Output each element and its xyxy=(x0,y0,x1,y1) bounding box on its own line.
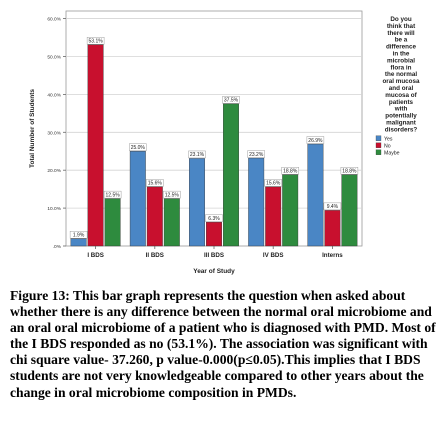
data-label: 12.5% xyxy=(106,192,121,198)
x-tick-label: II BDS xyxy=(146,252,164,259)
bar xyxy=(282,174,299,247)
y-tick-label: 50.0% xyxy=(47,54,61,60)
bar xyxy=(324,210,341,247)
data-label: 25.0% xyxy=(131,145,146,151)
y-axis-label: Total Number of Students xyxy=(29,89,36,168)
bar xyxy=(341,174,358,247)
bar xyxy=(87,44,104,247)
legend-title-line: and oral xyxy=(389,85,414,92)
legend-title-line: in the xyxy=(393,51,410,58)
legend-title-line: the normal xyxy=(385,71,417,78)
legend-title-line: be a xyxy=(395,37,408,44)
legend-title-line: mucosa of xyxy=(385,92,417,99)
data-label-box xyxy=(340,167,359,175)
legend-title-line: oral mucosa xyxy=(382,78,420,85)
data-label-box xyxy=(146,179,164,187)
data-label-box xyxy=(188,150,206,159)
x-axis-ticks: I BDS II BDS III BDS IV BDS Interns xyxy=(87,246,343,259)
data-label: 12.5% xyxy=(165,192,180,198)
bar xyxy=(307,143,324,247)
data-label: 1.9% xyxy=(73,233,85,239)
data-label-box xyxy=(205,214,223,222)
bar xyxy=(189,158,205,247)
bar xyxy=(129,151,146,247)
data-label: 37.5% xyxy=(224,98,239,104)
bar xyxy=(146,186,163,247)
figure-caption: Figure 13: This bar graph represents the… xyxy=(10,288,440,401)
legend: Do you think that there will be a difference… xyxy=(375,16,420,156)
data-label-box xyxy=(306,136,325,144)
data-label: 6.3% xyxy=(208,216,220,222)
bar xyxy=(70,238,87,247)
y-tick-label: 40.0% xyxy=(47,92,61,98)
x-tick-label: I BDS xyxy=(87,252,104,259)
y-tick-label: 20.0% xyxy=(47,168,61,174)
data-label-box xyxy=(222,96,240,104)
y-tick-label: 60.0% xyxy=(47,17,61,23)
x-tick-label: IV BDS xyxy=(263,252,284,259)
data-label: 15.6% xyxy=(266,181,281,187)
bar xyxy=(206,221,222,247)
data-label-box xyxy=(247,150,265,158)
data-label: 53.1% xyxy=(89,39,104,45)
data-label-box xyxy=(86,37,105,45)
legend-title-line: malignant xyxy=(386,120,417,127)
legend-swatch xyxy=(375,135,382,141)
data-label: 9.4% xyxy=(327,204,339,210)
legend-title-line: Do you xyxy=(390,16,411,23)
legend-title-line: potentially xyxy=(385,113,417,120)
bar-chart: .0% 10.0% 20.0% 30.0% 40.0% 50.0% 60.0% 1.9% 53… xyxy=(29,10,420,275)
legend-label: Maybe xyxy=(384,150,400,156)
data-label-box xyxy=(323,202,342,211)
y-tick-label: 10.0% xyxy=(47,206,61,212)
data-label-box xyxy=(129,143,147,151)
bar xyxy=(104,198,121,247)
legend-title-line: with xyxy=(394,106,408,113)
data-label: 26.9% xyxy=(308,138,323,144)
legend-title-line: there will xyxy=(387,30,415,37)
data-label: 23.1% xyxy=(190,152,205,158)
legend-swatch xyxy=(375,142,382,148)
y-tick-label: .0% xyxy=(53,244,62,250)
legend-swatch xyxy=(375,149,382,155)
data-label-box xyxy=(264,179,282,187)
legend-title-line: think that xyxy=(387,23,416,30)
x-tick-label: Interns xyxy=(322,252,343,259)
caption-text: This bar graph represents the question w… xyxy=(10,288,436,400)
data-label: 18.8% xyxy=(342,169,357,175)
legend-title-line: patients xyxy=(389,99,414,106)
bar xyxy=(248,157,265,247)
data-label-box xyxy=(163,190,181,199)
y-tick-label: 30.0% xyxy=(47,130,61,136)
data-label-box xyxy=(281,167,299,175)
data-label-box xyxy=(69,231,88,239)
bar-series: 1.9%53.1%12.5%25.0%15.6%12.5%23.1%6.3%37… xyxy=(69,37,359,247)
data-label: 18.8% xyxy=(283,169,298,175)
x-axis-label: Year of Study xyxy=(193,268,235,275)
data-label: 23.2% xyxy=(249,152,264,158)
legend-title-line: flora in xyxy=(391,64,412,71)
caption-label: Figure 13: xyxy=(10,288,70,303)
bar xyxy=(265,186,282,247)
x-tick-label: III BDS xyxy=(204,252,224,259)
y-axis-ticks: .0% 10.0% 20.0% 30.0% 40.0% 50.0% 60.0% xyxy=(47,17,66,250)
bar xyxy=(163,198,180,247)
bar xyxy=(223,103,239,247)
legend-title-line: disorders? xyxy=(385,126,418,133)
legend-label: No xyxy=(384,143,391,149)
legend-title-line: microbial xyxy=(387,57,415,64)
data-label: 15.6% xyxy=(148,181,163,187)
legend-label: Yes xyxy=(384,136,393,142)
data-label-box xyxy=(103,190,122,199)
legend-title-line: difference xyxy=(386,44,417,51)
legend-title: Do you think that there will be a difference… xyxy=(382,16,420,133)
